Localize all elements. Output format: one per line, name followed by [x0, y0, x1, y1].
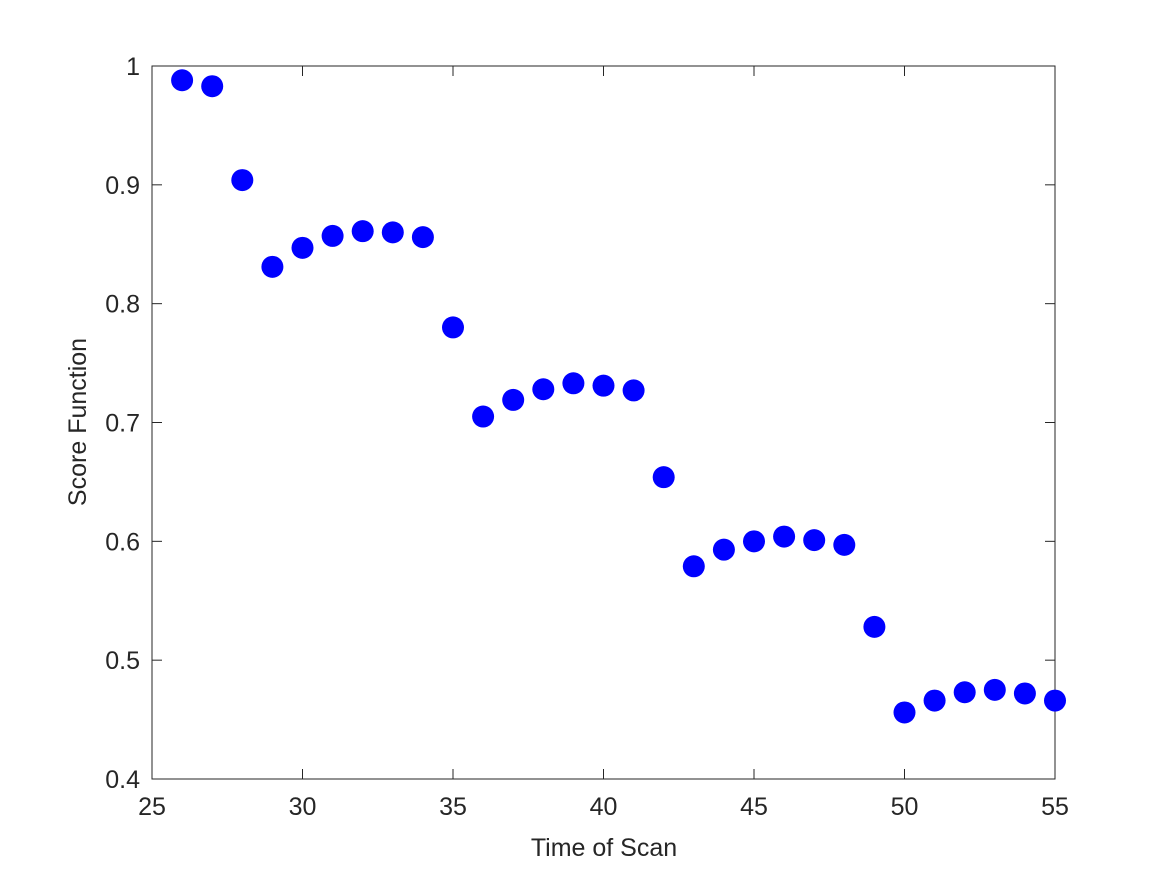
point — [1013, 682, 1036, 705]
point — [592, 374, 615, 397]
point — [442, 316, 464, 339]
x-tick-label: 30 — [289, 793, 317, 821]
point — [411, 226, 434, 249]
point — [803, 529, 826, 552]
point — [712, 538, 735, 561]
point — [622, 379, 645, 402]
point — [231, 169, 254, 192]
point — [562, 372, 585, 395]
x-axis-label: Time of Scan — [531, 834, 677, 862]
point — [201, 75, 224, 98]
x-tick-label: 25 — [138, 793, 166, 821]
point — [893, 701, 916, 724]
point — [833, 533, 856, 556]
point — [773, 525, 796, 548]
point — [532, 378, 555, 401]
point — [381, 221, 404, 244]
point — [743, 530, 765, 553]
x-tick-label: 45 — [740, 793, 768, 821]
x-tick-label: 35 — [439, 793, 467, 821]
point — [652, 466, 675, 489]
y-tick-label: 1 — [126, 53, 140, 81]
y-tick-label: 0.5 — [105, 647, 140, 675]
point — [472, 405, 495, 428]
point — [1044, 689, 1066, 712]
point — [291, 236, 314, 259]
x-tick-label: 55 — [1041, 793, 1069, 821]
y-tick-label: 0.6 — [105, 528, 140, 556]
x-tick-label: 40 — [590, 793, 618, 821]
point — [682, 555, 705, 578]
point — [953, 681, 976, 704]
point — [321, 224, 344, 247]
y-tick-label: 0.7 — [105, 410, 140, 438]
point — [261, 255, 284, 278]
y-tick-label: 0.4 — [105, 766, 140, 794]
point — [923, 689, 946, 712]
point — [171, 69, 194, 92]
point — [863, 615, 886, 638]
point — [502, 388, 525, 411]
y-tick-label: 0.8 — [105, 291, 140, 319]
y-axis-label: Score Function — [64, 338, 92, 506]
point — [351, 220, 374, 243]
x-tick-label: 50 — [891, 793, 919, 821]
y-tick-label: 0.9 — [105, 172, 140, 200]
point — [983, 678, 1006, 701]
